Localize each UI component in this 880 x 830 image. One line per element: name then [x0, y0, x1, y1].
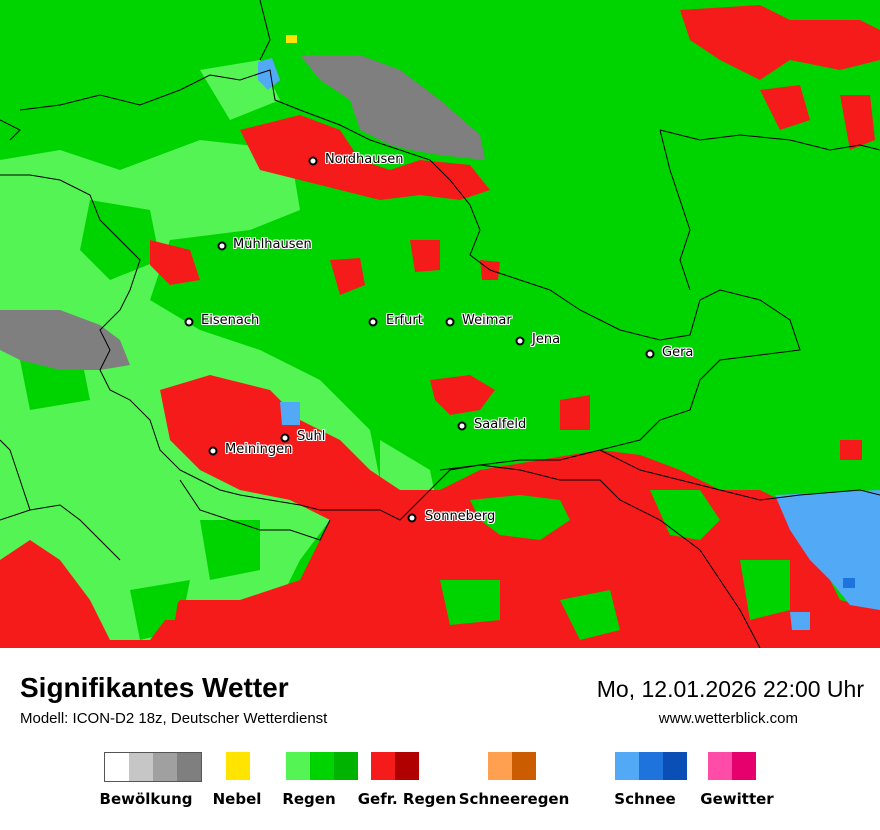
legend-swatch	[732, 752, 756, 780]
legend-item-3	[371, 752, 419, 780]
model-subtitle: Modell: ICON-D2 18z, Deutscher Wetterdie…	[20, 710, 328, 727]
legend-swatches	[708, 752, 756, 780]
legend-item-1	[226, 752, 250, 780]
city-dot-gera	[645, 349, 655, 359]
city-dot-muehlhausen	[217, 241, 227, 251]
legend-swatch	[488, 752, 512, 780]
legend-swatch	[129, 753, 153, 781]
city-dot-nordhausen	[308, 156, 318, 166]
legend-item-4	[488, 752, 536, 780]
weather-map: Nordhausen Mühlhausen Eisenach Erfurt We…	[0, 0, 880, 648]
city-dot-jena	[515, 336, 525, 346]
legend-swatches	[488, 752, 536, 780]
city-dot-sonneberg	[407, 513, 417, 523]
legend-swatch	[177, 753, 201, 781]
legend-swatch	[310, 752, 334, 780]
city-label-meiningen: Meiningen	[225, 442, 293, 457]
snow-heavy-cell	[843, 578, 855, 588]
legend-swatch	[105, 753, 129, 781]
city-dot-saalfeld	[457, 421, 467, 431]
legend-item-5	[615, 752, 687, 780]
city-dot-suhl	[280, 433, 290, 443]
website-link[interactable]: www.wetterblick.com	[658, 710, 798, 727]
city-dot-meiningen	[208, 446, 218, 456]
legend-swatch	[512, 752, 536, 780]
legend-swatches	[615, 752, 687, 780]
freezing-rain-regions	[0, 5, 880, 648]
legend-item-2	[286, 752, 358, 780]
legend-swatch	[395, 752, 419, 780]
region-borders	[0, 0, 880, 648]
rain-islands	[140, 490, 790, 640]
legend-label: Gewitter	[700, 790, 774, 808]
city-label-suhl: Suhl	[297, 429, 326, 444]
legend: Bewölkung Nebel Regen Gefr. Regen Schneerege…	[0, 752, 880, 822]
legend-item-0	[104, 752, 202, 782]
legend-swatch	[286, 752, 310, 780]
legend-swatches	[104, 752, 202, 782]
legend-label: Schnee	[614, 790, 676, 808]
legend-label: Schneeregen	[458, 790, 570, 808]
legend-item-6	[708, 752, 756, 780]
page-title: Signifikantes Wetter	[20, 672, 289, 703]
city-label-muehlhausen: Mühlhausen	[233, 237, 312, 252]
fog-cell	[286, 35, 297, 43]
city-dot-weimar	[445, 317, 455, 327]
legend-swatch	[663, 752, 687, 780]
legend-label: Gefr. Regen	[357, 790, 457, 808]
forecast-datetime: Mo, 12.01.2026 22:00 Uhr	[596, 676, 864, 702]
legend-label: Nebel	[212, 790, 262, 808]
legend-label: Bewölkung	[99, 790, 193, 808]
legend-swatch	[615, 752, 639, 780]
city-label-weimar: Weimar	[462, 313, 512, 328]
legend-swatch	[334, 752, 358, 780]
city-dot-eisenach	[184, 317, 194, 327]
city-label-saalfeld: Saalfeld	[474, 417, 527, 432]
legend-swatch	[708, 752, 732, 780]
legend-swatches	[371, 752, 419, 780]
city-label-jena: Jena	[532, 332, 561, 347]
legend-swatches	[226, 752, 250, 780]
city-label-erfurt: Erfurt	[386, 313, 423, 328]
city-dot-erfurt	[368, 317, 378, 327]
legend-swatch	[639, 752, 663, 780]
city-label-sonneberg: Sonneberg	[425, 509, 496, 524]
city-markers	[184, 156, 655, 523]
legend-swatch	[371, 752, 395, 780]
city-label-gera: Gera	[662, 345, 694, 360]
city-label-eisenach: Eisenach	[201, 313, 260, 328]
legend-label: Regen	[282, 790, 336, 808]
legend-swatch	[153, 753, 177, 781]
legend-swatches	[286, 752, 358, 780]
map-canvas	[0, 0, 880, 648]
legend-swatch	[226, 752, 250, 780]
city-label-nordhausen: Nordhausen	[325, 152, 404, 167]
